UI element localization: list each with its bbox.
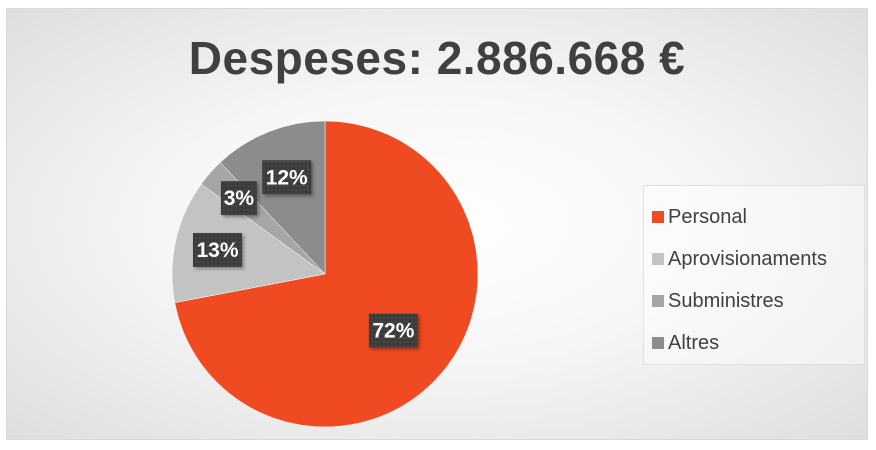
pie-slice-aprovisionaments — [171, 183, 326, 303]
data-label-text-aprovisionaments: 13% — [196, 239, 238, 262]
pie-slice-altres — [219, 120, 326, 275]
legend-item-personal: Personal — [644, 196, 864, 238]
data-label-subministres: 3% — [220, 181, 257, 216]
data-label-box-altres — [262, 160, 312, 195]
chart-title: Despeses: 2.886.668 € — [188, 32, 686, 84]
data-label-box-personal — [368, 313, 418, 348]
legend-item-subministres: Subministres — [644, 280, 864, 322]
pie-chart: 72% 13% 3% 12% — [171, 120, 479, 428]
legend-swatch-personal — [652, 211, 664, 223]
legend-swatch-aprovisionaments — [652, 253, 664, 265]
legend-label-subministres: Subministres — [668, 289, 784, 312]
data-label-box-subministres — [220, 181, 257, 216]
data-label-text-subministres: 3% — [224, 187, 255, 210]
legend-label-altres: Altres — [668, 331, 720, 354]
data-label-text-personal: 72% — [372, 320, 414, 343]
legend-swatch-altres — [652, 337, 664, 349]
legend-swatch-subministres — [652, 295, 664, 307]
data-label-aprovisionaments: 13% — [192, 232, 242, 267]
pie-slice-personal — [174, 120, 479, 428]
data-label-altres: 12% — [262, 160, 312, 195]
legend-label-personal: Personal — [668, 205, 747, 228]
legend-item-aprovisionaments: Aprovisionaments — [644, 238, 864, 280]
data-label-box-aprovisionaments — [192, 232, 242, 267]
legend-label-aprovisionaments: Aprovisionaments — [668, 247, 827, 270]
legend: Personal Aprovisionaments Subministres A… — [643, 185, 865, 365]
data-label-personal: 72% — [368, 313, 418, 348]
chart-area: Despeses: 2.886.668 € 72% 13% 3% 12% Person… — [6, 8, 868, 440]
data-label-text-altres: 12% — [266, 166, 308, 189]
legend-item-altres: Altres — [644, 322, 864, 364]
